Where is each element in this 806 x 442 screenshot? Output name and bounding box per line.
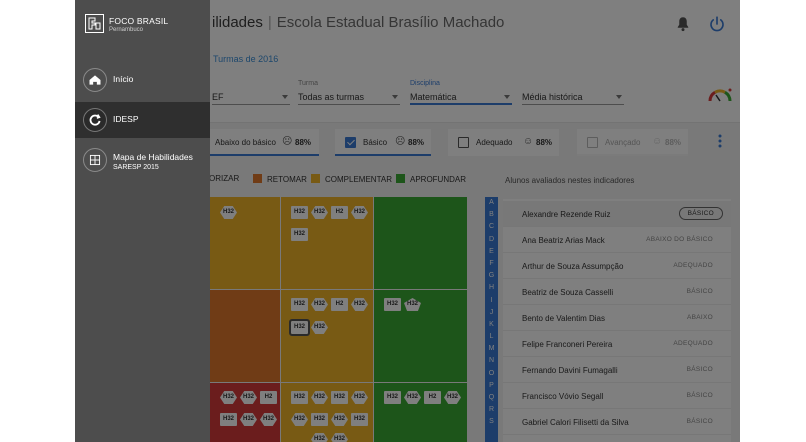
brand-subtitle: Pernambuco bbox=[109, 27, 144, 33]
right-margin bbox=[740, 0, 806, 442]
menu-item-sublabel: SARESP 2015 bbox=[113, 164, 159, 171]
menu-item-inicio[interactable]: Início bbox=[75, 62, 210, 98]
menu-item-label: Início bbox=[113, 74, 134, 84]
menu-item-label: IDESP bbox=[113, 114, 139, 124]
navigation-drawer: FOCO BRASIL Pernambuco Início IDESP Mapa… bbox=[75, 0, 210, 442]
grid-icon bbox=[83, 148, 107, 172]
menu-item-mapa-de-habilidades[interactable]: Mapa de Habilidades SARESP 2015 bbox=[75, 142, 210, 182]
brand-name: FOCO BRASIL bbox=[109, 16, 169, 26]
refresh-icon bbox=[83, 108, 107, 132]
home-icon bbox=[83, 68, 107, 92]
left-margin bbox=[0, 0, 75, 442]
foco-brasil-logo-icon bbox=[85, 14, 104, 33]
menu-item-label: Mapa de Habilidades bbox=[113, 152, 193, 162]
menu-item-idesp[interactable]: IDESP bbox=[75, 102, 210, 138]
